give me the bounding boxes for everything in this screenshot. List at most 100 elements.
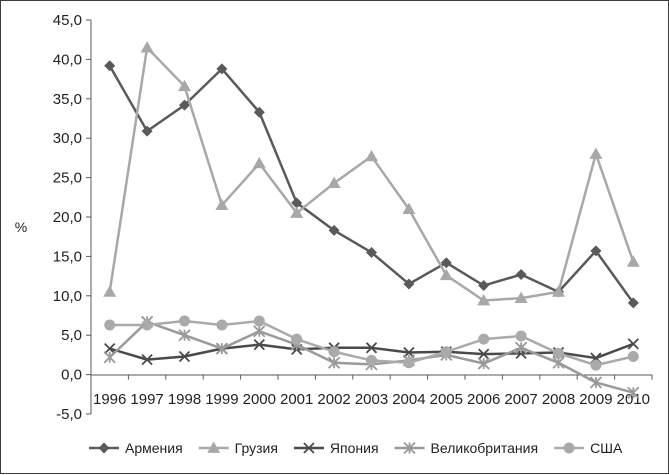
data-point xyxy=(552,356,565,369)
x-tick-label: 2000 xyxy=(243,391,276,408)
marker-stroke xyxy=(104,342,116,355)
data-point xyxy=(590,245,602,257)
data-point xyxy=(103,285,117,297)
y-tick-label: 10,0 xyxy=(53,288,82,305)
marker-stroke xyxy=(627,338,639,350)
marker-stroke xyxy=(303,442,315,454)
series-layer xyxy=(103,41,640,399)
data-point xyxy=(140,41,154,53)
y-tick-label: 15,0 xyxy=(53,248,82,265)
series-group xyxy=(103,41,640,306)
data-point xyxy=(365,149,378,162)
x-tick-label: 2005 xyxy=(430,391,463,408)
x-tick-label: 2009 xyxy=(579,391,612,408)
legend-item: Великобритания xyxy=(394,440,539,456)
legend-label: США xyxy=(590,440,623,456)
data-point xyxy=(141,125,153,137)
y-tick-label: 25,0 xyxy=(53,170,82,187)
data-point xyxy=(440,257,452,269)
data-point xyxy=(589,147,603,159)
x-tick-label: 1999 xyxy=(205,391,238,408)
data-point xyxy=(215,342,229,355)
y-tick-label: 45,0 xyxy=(53,12,82,29)
data-point xyxy=(514,341,528,354)
data-point xyxy=(626,255,640,267)
data-point xyxy=(515,330,527,342)
data-point xyxy=(253,315,265,327)
marker-stroke xyxy=(178,350,191,363)
data-point xyxy=(290,206,304,218)
data-point xyxy=(589,376,603,389)
data-point xyxy=(627,350,639,362)
y-tick-label: 30,0 xyxy=(53,130,82,147)
data-point xyxy=(179,315,190,327)
data-point xyxy=(216,63,228,75)
marker-stroke xyxy=(253,339,265,351)
data-point xyxy=(178,329,191,342)
legend: Армения Грузия Япония Великобритания США xyxy=(89,440,623,456)
data-point xyxy=(478,333,490,345)
x-tick-label: 2002 xyxy=(317,391,350,408)
y-tick-label: -5,0 xyxy=(56,406,82,423)
x-tick-label: 1996 xyxy=(93,391,126,408)
legend-swatch-marker xyxy=(403,441,416,455)
legend-swatch-marker xyxy=(98,442,110,454)
data-point xyxy=(590,359,602,371)
data-point xyxy=(403,357,415,369)
y-tick-label: 0,0 xyxy=(61,367,82,384)
data-point xyxy=(103,351,116,364)
data-point xyxy=(627,338,639,350)
legend-swatch-marker xyxy=(207,441,221,453)
x-tick-label: 2007 xyxy=(504,391,537,408)
data-point xyxy=(366,354,377,366)
data-point xyxy=(104,319,116,331)
data-point xyxy=(216,319,228,331)
legend-label: Великобритания xyxy=(431,440,539,456)
data-point xyxy=(141,319,153,331)
x-tick-label: 2008 xyxy=(542,391,575,408)
y-tick-label: 40,0 xyxy=(53,51,82,68)
data-point xyxy=(179,99,190,111)
y-ticks: -5,0 0,0 5,0 10,0 15,0 20,0 25,0 30,0 35,0 40,0 45… xyxy=(53,12,91,423)
data-point xyxy=(514,291,528,304)
data-point xyxy=(328,346,340,358)
data-point xyxy=(178,350,191,363)
data-point xyxy=(291,333,303,345)
x-ticks: 1996 1997 1998 1999 2000 2001 2002 2003 2004 2005… xyxy=(90,374,653,408)
data-point xyxy=(553,347,564,359)
data-point xyxy=(477,294,491,306)
data-point xyxy=(402,202,416,214)
legend-item: Армения xyxy=(89,440,183,456)
legend-label: Грузия xyxy=(235,440,278,456)
x-tick-label: 2003 xyxy=(355,391,388,408)
series-group xyxy=(104,60,639,309)
data-point xyxy=(365,342,378,354)
x-tick-label: 1998 xyxy=(168,391,201,408)
data-point xyxy=(253,325,266,338)
data-point xyxy=(627,297,639,309)
legend-swatch-marker xyxy=(303,442,315,454)
data-point xyxy=(477,357,490,370)
series-line xyxy=(108,46,635,302)
data-point xyxy=(253,339,265,351)
x-tick-label: 2004 xyxy=(392,391,425,408)
series-group xyxy=(104,315,639,371)
data-point xyxy=(252,156,266,169)
legend-swatch-marker xyxy=(563,442,575,454)
data-point xyxy=(478,280,490,292)
x-tick-label: 1997 xyxy=(130,391,163,408)
legend-item: Грузия xyxy=(198,440,278,456)
legend-item: Япония xyxy=(293,440,379,456)
data-point xyxy=(178,79,191,92)
data-point xyxy=(104,342,116,355)
data-point xyxy=(552,285,565,297)
data-point xyxy=(141,353,153,366)
data-point xyxy=(327,176,341,188)
data-point xyxy=(403,278,415,290)
data-point xyxy=(215,198,229,211)
legend-label: Армения xyxy=(125,440,183,456)
data-point xyxy=(327,356,341,369)
data-point xyxy=(328,224,340,236)
